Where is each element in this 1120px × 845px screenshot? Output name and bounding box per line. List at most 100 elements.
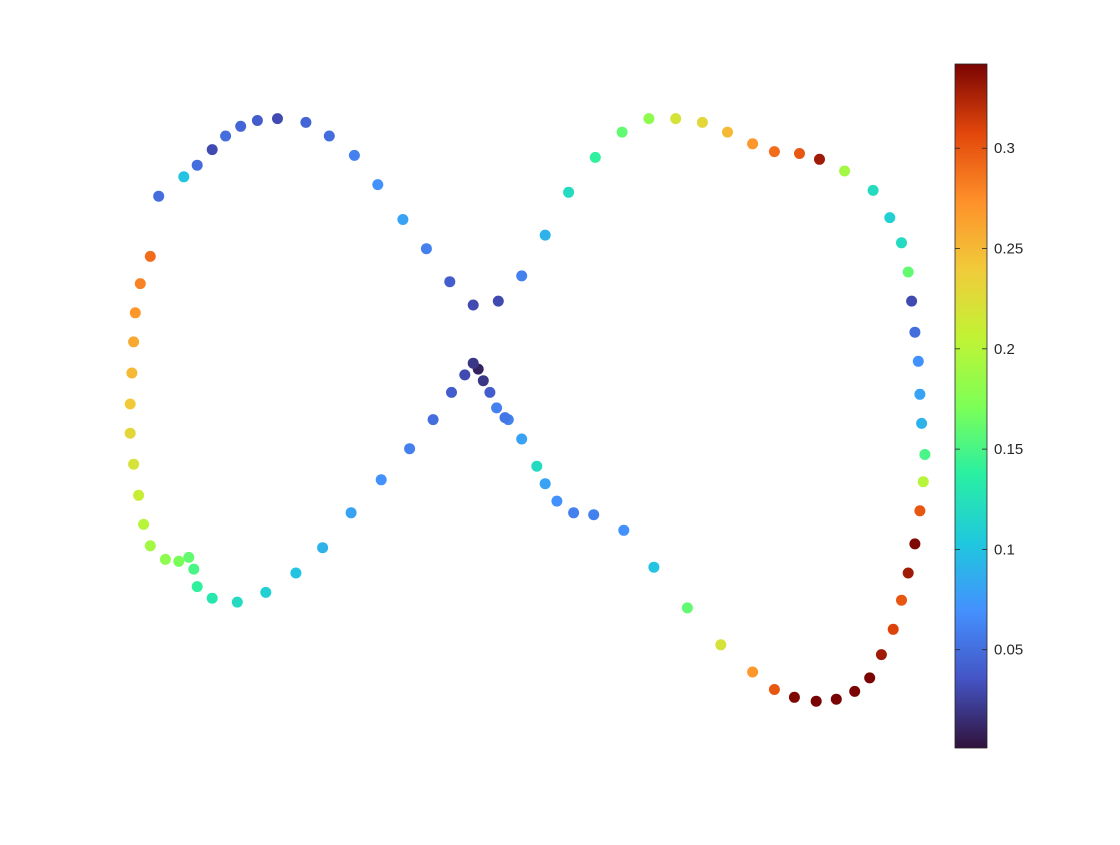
- scatter-point: [563, 186, 575, 198]
- colorbar-tick-label: 0.25: [994, 241, 1023, 258]
- colorbar: 0.05 0.1 0.15 0.2 0.25 0.3: [954, 63, 1023, 749]
- scatter-point: [300, 116, 312, 128]
- scatter-point: [618, 524, 630, 536]
- scatter-point: [144, 250, 156, 262]
- scatter-point: [902, 266, 914, 278]
- scatter-point: [427, 414, 439, 426]
- scatter-point: [516, 270, 528, 282]
- scatter-point: [568, 507, 580, 519]
- scatter-point: [206, 592, 218, 604]
- scatter-point: [290, 567, 302, 579]
- scatter-point: [231, 596, 243, 608]
- scatter-point: [484, 386, 496, 398]
- scatter-point: [747, 666, 759, 678]
- scatter-point: [916, 417, 928, 429]
- colorbar-ticks: 0.05 0.1 0.15 0.2 0.25 0.3: [955, 140, 1023, 659]
- scatter-point: [768, 684, 780, 695]
- scatter-point: [397, 214, 409, 225]
- colorbar-tick-label: 0.3: [994, 140, 1015, 157]
- colorbar-gradient: [954, 63, 988, 749]
- scatter-point: [375, 474, 387, 486]
- scatter-point: [345, 507, 357, 519]
- scatter-point: [126, 367, 138, 379]
- scatter-point: [887, 623, 899, 635]
- scatter-point: [133, 489, 145, 501]
- scatter-point: [178, 171, 190, 183]
- scatter-point: [138, 518, 150, 530]
- scatter-point: [348, 149, 360, 161]
- colorbar-tick-label: 0.15: [994, 441, 1023, 458]
- scatter-point: [531, 460, 543, 472]
- scatter-point: [551, 495, 563, 507]
- scatter-point: [539, 478, 551, 490]
- scatter-point: [317, 542, 329, 554]
- scatter-point: [467, 299, 479, 311]
- scatter-point: [917, 476, 929, 488]
- scatter-point: [896, 237, 907, 249]
- scatter-point: [220, 130, 232, 142]
- scatter-point: [648, 561, 660, 573]
- scatter-point: [420, 243, 432, 255]
- scatter-point: [875, 649, 887, 661]
- scatter-point: [670, 113, 682, 125]
- scatter-point: [906, 295, 918, 307]
- scatter-point: [909, 538, 921, 550]
- scatter-point: [499, 412, 511, 424]
- scatter-point: [681, 602, 693, 614]
- scatter-point: [134, 278, 146, 290]
- scatter-point: [372, 179, 384, 191]
- scatter-point: [896, 594, 907, 606]
- scatter-point: [173, 555, 185, 567]
- scatter-point: [251, 115, 263, 126]
- scatter-point: [884, 212, 896, 224]
- scatter-point: [589, 151, 601, 163]
- scatter-point: [153, 190, 165, 202]
- scatter-point: [747, 138, 759, 150]
- scatter-point: [477, 375, 489, 387]
- colorbar-tick-label: 0.2: [994, 341, 1015, 358]
- scatter-point: [235, 120, 247, 132]
- scatter-point: [191, 581, 203, 593]
- scatter-point: [191, 159, 203, 171]
- scatter-point: [810, 695, 822, 707]
- scatter-point: [839, 165, 851, 177]
- scatter-point: [467, 357, 479, 369]
- scatter-point: [794, 148, 805, 159]
- scatter-point: [919, 449, 931, 460]
- scatter-point: [272, 113, 283, 125]
- scatter-point: [444, 276, 456, 288]
- scatter-points: [124, 113, 931, 707]
- scatter-point: [715, 639, 727, 651]
- scatter-point: [914, 388, 926, 400]
- scatter-point: [788, 691, 800, 703]
- scatter-point: [159, 553, 171, 565]
- scatter-point: [814, 153, 825, 165]
- scatter-point: [206, 144, 218, 156]
- scatter-point: [459, 369, 471, 381]
- colorbar-tick-label: 0.1: [994, 541, 1015, 558]
- scatter-point: [914, 505, 926, 517]
- scatter-point: [124, 398, 136, 410]
- scatter-point: [129, 307, 141, 319]
- scatter-point: [124, 427, 136, 439]
- colorbar-tick-label: 0.05: [994, 642, 1023, 659]
- scatter-point: [909, 326, 921, 338]
- scatter-point: [144, 540, 156, 552]
- scatter-point: [722, 126, 733, 138]
- scatter-point: [864, 672, 876, 684]
- scatter-point: [516, 433, 528, 445]
- scatter-point: [643, 113, 655, 125]
- scatter-point: [492, 295, 504, 307]
- scatter-point: [404, 443, 416, 455]
- scatter-point: [323, 130, 335, 142]
- scatter-point: [867, 184, 879, 196]
- scatter-point: [768, 146, 780, 158]
- scatter-point: [260, 586, 272, 598]
- scatter-point: [188, 563, 200, 575]
- scatter-point: [183, 551, 195, 563]
- scatter-point: [128, 458, 140, 470]
- scatter-point: [830, 693, 842, 705]
- scatter-point: [588, 509, 600, 521]
